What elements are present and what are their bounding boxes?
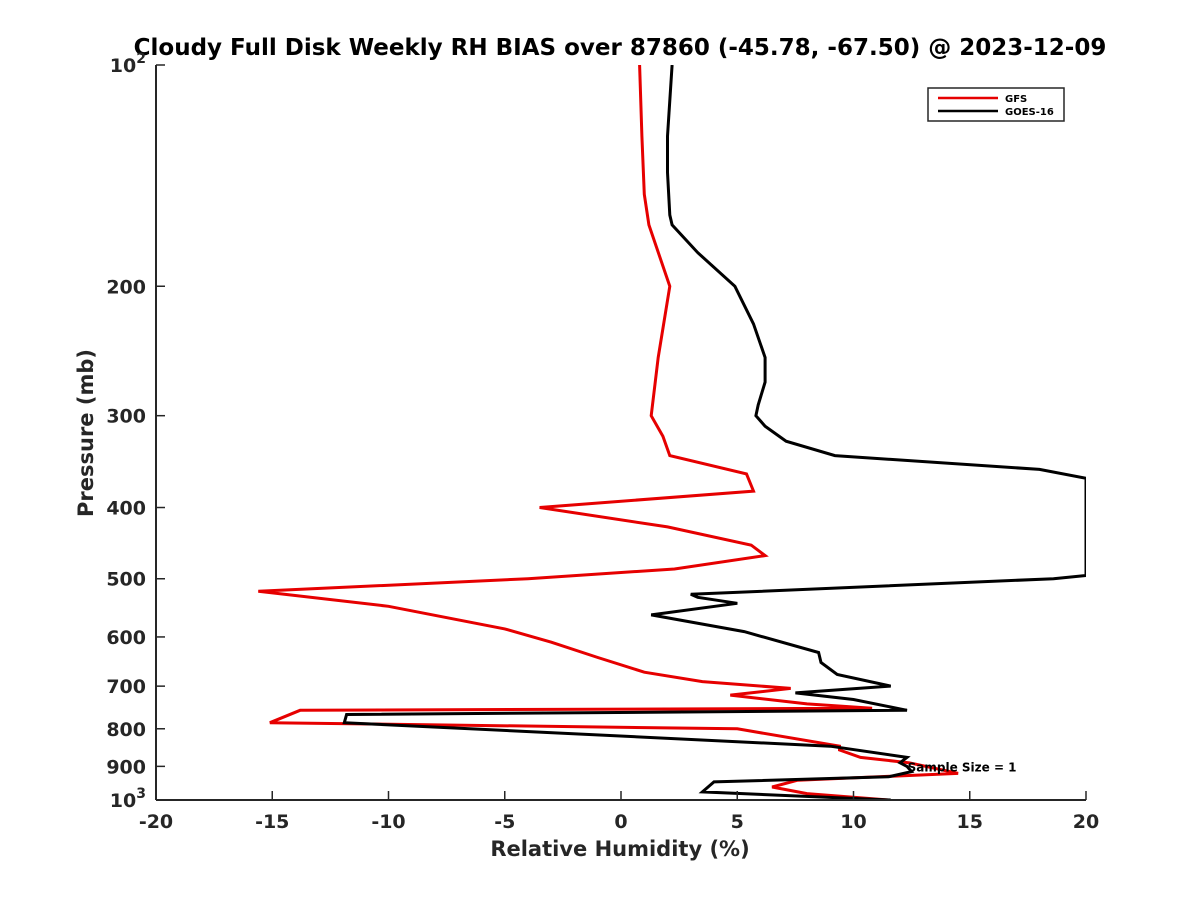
y-tick-label: 102 xyxy=(110,51,146,77)
x-tick-label: -10 xyxy=(371,811,405,833)
y-tick-label: 600 xyxy=(106,627,146,649)
y-tick-label: 700 xyxy=(106,676,146,698)
y-tick-label: 300 xyxy=(106,406,146,428)
legend: GFS GOES-16 xyxy=(927,87,1065,122)
x-tick-label: -15 xyxy=(255,811,289,833)
series-line-goes-16 xyxy=(342,65,1086,800)
legend-box xyxy=(927,87,1065,122)
sample-size-annotation: Sample Size = 1 xyxy=(908,760,1017,774)
x-tick-label: 0 xyxy=(614,811,627,833)
chart-title: Cloudy Full Disk Weekly RH BIAS over 878… xyxy=(134,35,1107,61)
x-tick-label: -5 xyxy=(494,811,515,833)
x-tick-label: -20 xyxy=(139,811,173,833)
x-tick-label: 20 xyxy=(1073,811,1099,833)
y-tick-label: 400 xyxy=(106,498,146,520)
series-line-gfs xyxy=(258,65,959,800)
y-tick-label: 200 xyxy=(106,276,146,298)
y-tick-label: 800 xyxy=(106,719,146,741)
x-tick-label: 5 xyxy=(731,811,744,833)
x-axis-label: Relative Humidity (%) xyxy=(490,837,749,861)
series-layer xyxy=(258,65,1086,800)
x-tick-label: 15 xyxy=(957,811,983,833)
y-axis-label: Pressure (mb) xyxy=(74,349,98,517)
legend-label-goes-16: GOES-16 xyxy=(1005,107,1054,118)
y-tick-label: 500 xyxy=(106,569,146,591)
y-tick-label: 900 xyxy=(106,756,146,778)
series-group xyxy=(258,65,1086,800)
axes-layer: -20 -15 -10 -5 0 5 10 15 20 102 200 300 400 500 600 700… xyxy=(106,51,1099,833)
legend-label-gfs: GFS xyxy=(1005,94,1027,105)
x-tick-label: 10 xyxy=(840,811,866,833)
y-tick-label: 103 xyxy=(110,786,146,812)
